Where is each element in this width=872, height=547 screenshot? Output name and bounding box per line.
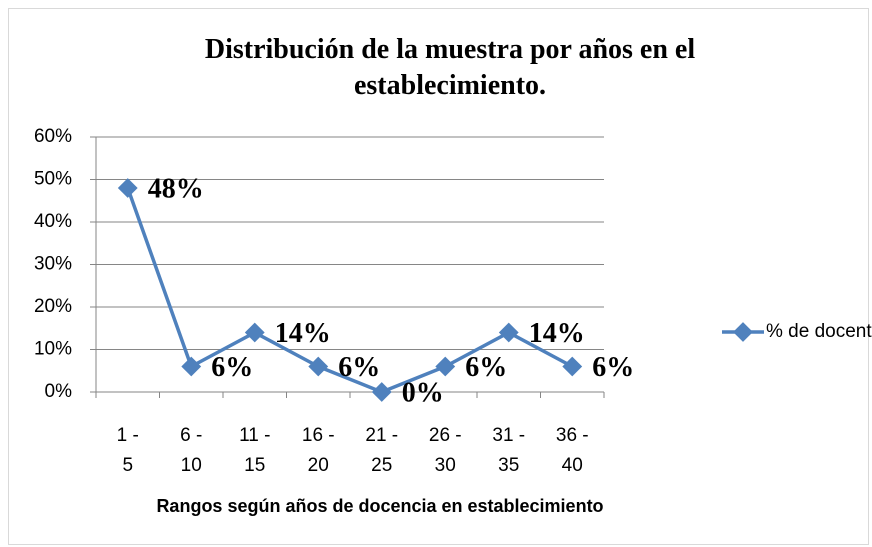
data-label: 6% [465, 352, 507, 383]
data-label: 14% [275, 318, 331, 349]
chart-frame [8, 8, 869, 545]
y-tick-label: 60% [34, 126, 72, 147]
series-line [126, 187, 574, 394]
x-tick-label: 26 -30 [429, 425, 462, 476]
y-tick-label: 20% [34, 296, 72, 317]
point-marker [435, 356, 456, 377]
point-marker [181, 356, 202, 377]
data-label: 6% [592, 352, 634, 383]
point-marker [562, 356, 583, 377]
point-marker [498, 322, 519, 343]
y-tick-label: 50% [34, 169, 72, 190]
x-tick-label: 31 -35 [492, 425, 525, 476]
data-label: 14% [529, 318, 585, 349]
data-label: 6% [338, 352, 380, 383]
y-tick-label: 10% [34, 339, 72, 360]
x-tick-label: 16 -20 [302, 425, 335, 476]
data-label: 0% [402, 377, 444, 408]
point-marker [308, 356, 329, 377]
data-label: 6% [211, 352, 253, 383]
x-tick-label: 11 -15 [239, 425, 270, 476]
x-axis-title: Rangos según años de docencia en estable… [156, 496, 603, 516]
x-tick-label: 21 -25 [365, 425, 398, 476]
legend-marker [733, 322, 753, 342]
data-label: 48% [148, 173, 204, 204]
point-marker [371, 382, 392, 402]
x-tick-label: 1 -5 [117, 425, 139, 476]
point-marker [244, 322, 265, 343]
legend-label: % de docentes [766, 321, 872, 342]
x-tick-label: 6 -10 [180, 425, 202, 476]
y-tick-label: 40% [34, 211, 72, 232]
x-tick-label: 36 -40 [556, 425, 589, 476]
point-marker [117, 178, 138, 198]
chart-title: Distribución de la muestra por años en e… [204, 34, 696, 101]
y-tick-label: 0% [45, 381, 73, 402]
y-tick-label: 30% [34, 254, 72, 275]
